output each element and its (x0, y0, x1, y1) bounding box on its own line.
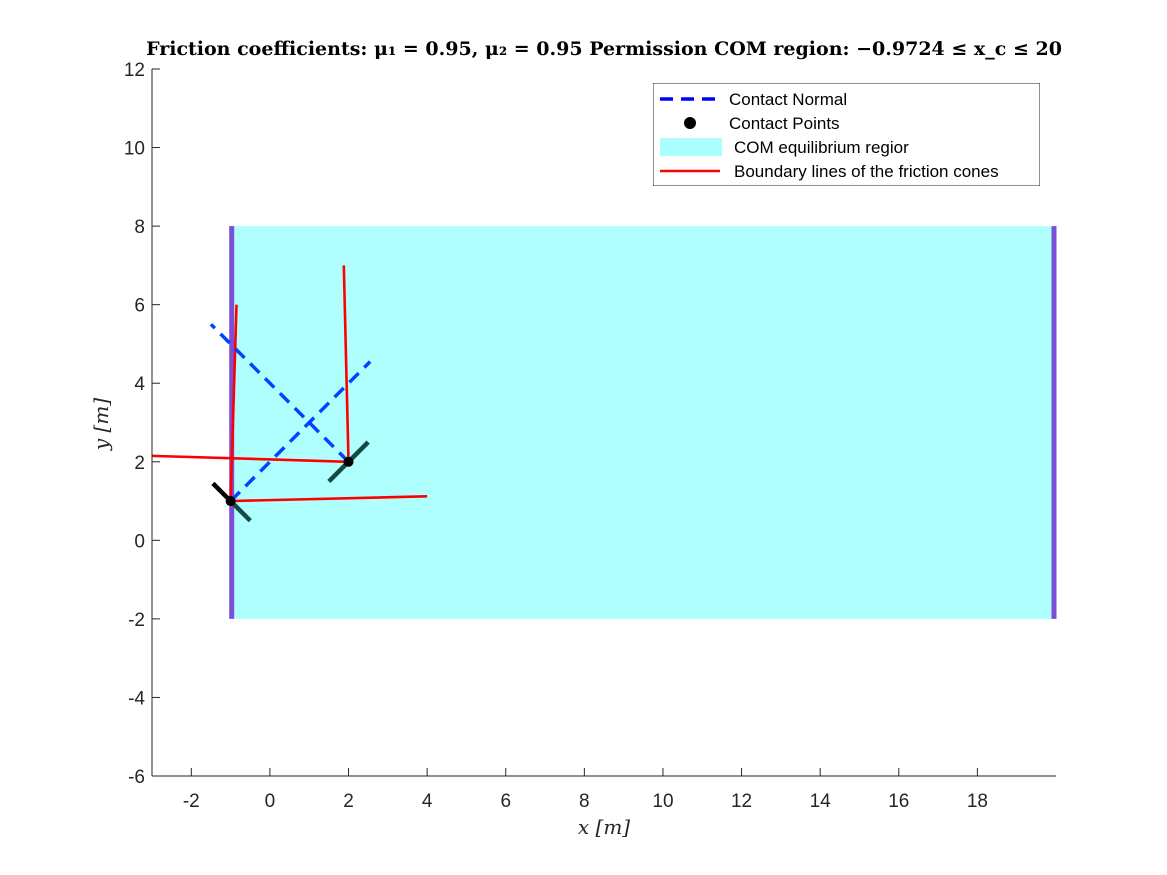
y-tick-label: 6 (134, 296, 145, 317)
y-tick-label: 12 (124, 60, 145, 81)
contact-normal-line (229, 360, 372, 503)
com-region (231, 226, 1057, 619)
x-tick-label: 0 (265, 791, 276, 812)
y-tick-label: 4 (134, 374, 145, 395)
x-tick-label: 8 (579, 791, 590, 812)
legend-swatch-com-region (660, 138, 722, 156)
x-tick-label: 18 (967, 791, 988, 812)
y-tick-label: 0 (134, 531, 145, 552)
y-tick-label: 10 (124, 139, 145, 160)
x-tick-label: 12 (731, 791, 752, 812)
x-tick-label: 6 (500, 791, 511, 812)
x-tick-label: 14 (810, 791, 832, 812)
y-tick-label: -2 (128, 610, 145, 631)
axes: -2 0 2 4 6 8 10 12 14 16 18 -6 -4 -2 0 2 4 6 8 10 12 (124, 60, 1056, 812)
contact-normal-layer (209, 323, 372, 503)
com-region-layer (229, 226, 1057, 619)
y-tick-label: 8 (134, 217, 145, 238)
x-tick-label: 4 (422, 791, 433, 812)
x-axis-title: x [m] (578, 815, 630, 839)
legend-swatch-contact-points (684, 117, 696, 129)
legend-label: Contact Normal (729, 90, 847, 109)
contact-normal-line (209, 323, 350, 464)
legend: Contact Normal Contact Points COM equilibr… (653, 83, 1040, 186)
friction-cone-boundary-line (230, 495, 428, 503)
y-tick-label: 2 (134, 453, 145, 474)
x-tick-label: -2 (183, 791, 200, 812)
chart-title: Friction coefficients: μ₁ = 0.95, μ₂ = 0… (146, 38, 1062, 60)
legend-box (653, 83, 1040, 186)
contact-point-marker (343, 456, 354, 467)
x-tick-label: 10 (652, 791, 673, 812)
friction-cone-boundary-line (151, 454, 349, 464)
friction-cone-boundary-line (342, 265, 350, 462)
x-tick-label: 2 (343, 791, 354, 812)
friction-cone-boundary-line (229, 304, 238, 502)
legend-label: COM equilibrium regior (734, 138, 909, 157)
contact-point-layer (225, 456, 354, 507)
legend-label: Boundary lines of the friction cones (734, 162, 999, 181)
y-tick-label: -6 (128, 767, 145, 788)
y-tick-label: -4 (128, 688, 145, 709)
friction-cone-layer (151, 265, 428, 503)
x-tick-label: 16 (888, 791, 909, 812)
y-axis-title: y [m] (89, 398, 113, 451)
contact-point-marker (225, 496, 236, 507)
legend-label: Contact Points (729, 114, 840, 133)
